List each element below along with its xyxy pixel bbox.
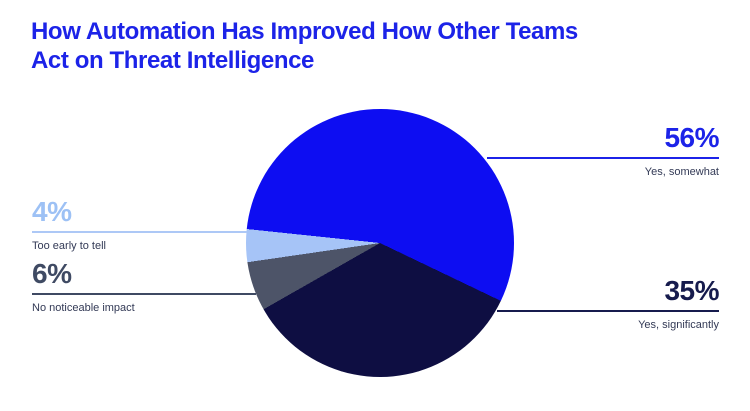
pie-chart [246,109,514,377]
slice-label-yes-significantly: Yes, significantly [638,319,719,331]
callout-no-noticeable-impact: 6% No noticeable impact [32,258,256,315]
slice-label-too-early-to-tell: Too early to tell [32,240,106,252]
callout-too-early-to-tell: 4% Too early to tell [32,196,247,253]
pct-label-too-early-to-tell: 4% [32,196,72,227]
slice-label-no-noticeable-impact: No noticeable impact [32,302,135,314]
leader-line-yes-significantly [497,310,719,312]
pct-label-no-noticeable-impact: 6% [32,258,72,289]
chart-title-line-2: Act on Threat Intelligence [31,47,314,74]
leader-line-too-early-to-tell [32,231,247,233]
pct-label-yes-significantly: 35% [664,275,719,306]
leader-line-no-noticeable-impact [32,293,256,295]
callout-yes-significantly: 35% Yes, significantly [497,275,720,332]
callout-yes-somewhat: 56% Yes, somewhat [487,122,720,179]
leader-line-yes-somewhat [487,157,719,159]
chart-title: How Automation Has Improved How Other Te… [31,17,671,75]
slice-label-yes-somewhat: Yes, somewhat [644,166,719,178]
chart-title-line-1: How Automation Has Improved How Other Te… [31,18,578,45]
pct-label-yes-somewhat: 56% [664,122,719,153]
